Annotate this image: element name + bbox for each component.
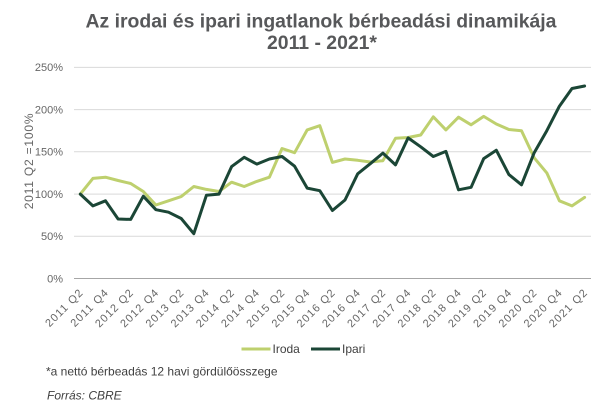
svg-text:Ipari: Ipari: [342, 342, 365, 356]
svg-text:2011 Q2 =100%: 2011 Q2 =100%: [22, 113, 36, 210]
svg-text:Az irodai és ipari ingatlanok: Az irodai és ipari ingatlanok bérbeadási…: [86, 11, 557, 33]
svg-text:Forrás: CBRE: Forrás: CBRE: [47, 389, 123, 403]
svg-text:150%: 150%: [35, 147, 63, 159]
svg-text:2011 - 2021*: 2011 - 2021*: [267, 32, 377, 54]
svg-text:100%: 100%: [35, 189, 63, 201]
svg-text:Iroda: Iroda: [273, 342, 301, 356]
svg-text:250%: 250%: [35, 62, 63, 74]
svg-text:*a nettó bérbeadás 12 havi gör: *a nettó bérbeadás 12 havi gördülőösszeg…: [46, 365, 278, 379]
svg-text:50%: 50%: [41, 231, 63, 243]
svg-text:200%: 200%: [35, 104, 63, 116]
svg-text:0%: 0%: [47, 273, 63, 285]
